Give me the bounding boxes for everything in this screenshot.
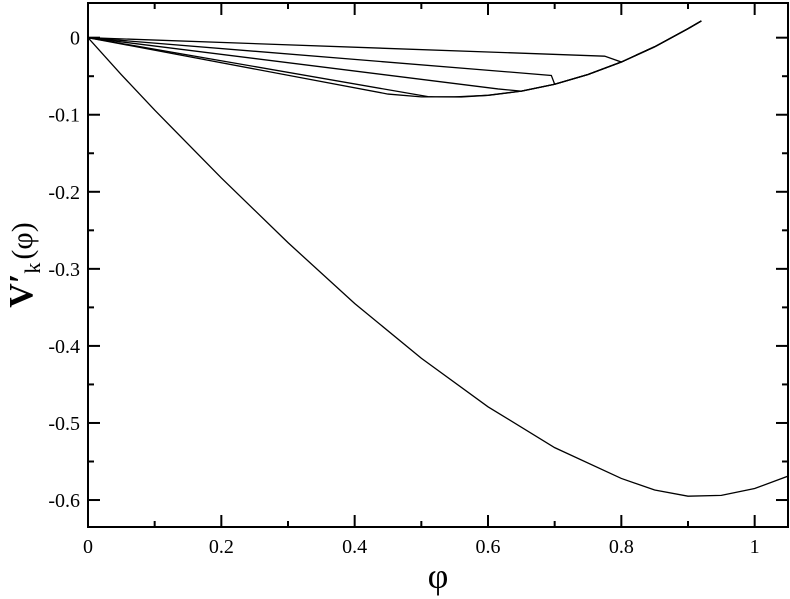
y-axis-label-prime: ′ bbox=[3, 274, 40, 284]
y-tick-label: 0 bbox=[70, 28, 80, 50]
svg-text:V′k(φ): V′k (φ) bbox=[3, 222, 45, 307]
series-line-1 bbox=[88, 37, 788, 497]
series-line-2 bbox=[88, 20, 702, 98]
x-tick-label: 0.4 bbox=[342, 536, 367, 558]
y-tick-label: -0.1 bbox=[48, 105, 80, 127]
x-axis-label: φ bbox=[428, 556, 449, 596]
series-line-3 bbox=[88, 20, 702, 92]
y-tick-label: -0.4 bbox=[48, 336, 80, 358]
x-tick-label: 0.2 bbox=[209, 536, 234, 558]
y-tick-label: -0.3 bbox=[48, 259, 80, 281]
y-tick-label: -0.6 bbox=[48, 490, 80, 512]
plot-curves bbox=[88, 20, 788, 497]
series-line-5 bbox=[88, 20, 702, 63]
y-tick-labels: 0 -0.1 -0.2 -0.3 -0.4 -0.5 -0.6 bbox=[48, 28, 80, 512]
y-axis-label-sub: k bbox=[20, 263, 45, 274]
x-tick-label: 0.8 bbox=[609, 536, 634, 558]
x-tick-label: 0 bbox=[83, 536, 93, 558]
plot-frame bbox=[87, 2, 789, 528]
series-line-4 bbox=[88, 20, 702, 86]
y-axis-label: V′k (φ) bbox=[3, 222, 45, 307]
series-line-6 bbox=[88, 20, 702, 98]
y-tick-label: -0.5 bbox=[48, 413, 80, 435]
y-axis-label-arg: (φ) bbox=[6, 222, 39, 259]
x-tick-label: 0.6 bbox=[476, 536, 501, 558]
y-tick-label: -0.2 bbox=[48, 182, 80, 204]
x-tick-label: 1 bbox=[750, 536, 760, 558]
y-axis-label-main: V bbox=[3, 283, 40, 308]
x-tick-labels: 0 0.2 0.4 0.6 0.8 1 bbox=[83, 536, 760, 558]
